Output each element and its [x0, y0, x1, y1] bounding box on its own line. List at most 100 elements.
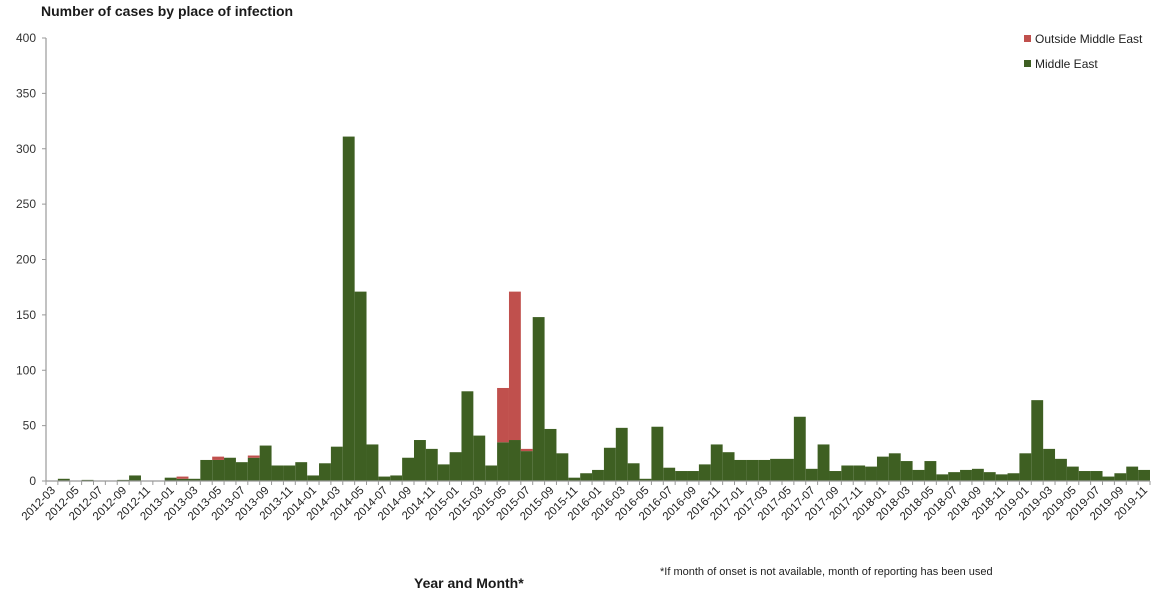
bar-middle-east — [259, 445, 272, 481]
x-axis-title: Year and Month* — [414, 575, 524, 591]
legend-swatch-outside — [1024, 35, 1031, 42]
bar-middle-east — [592, 469, 604, 481]
footnote: *If month of onset is not available, mon… — [660, 566, 993, 578]
bar-middle-east — [1007, 473, 1020, 481]
bar-middle-east — [746, 459, 759, 481]
bar-middle-east — [770, 458, 782, 481]
bar-middle-east — [793, 416, 806, 481]
y-tick-label: 400 — [16, 31, 36, 45]
bar-middle-east — [425, 448, 438, 481]
bar-middle-east — [224, 457, 236, 481]
bar-middle-east — [449, 452, 462, 481]
bar-outside-middle-east — [247, 455, 260, 458]
y-tick-label: 250 — [16, 197, 36, 211]
bar-middle-east — [57, 478, 70, 481]
bar-middle-east — [924, 461, 937, 481]
bar-middle-east — [983, 472, 996, 481]
bar-middle-east — [615, 427, 628, 481]
bar-middle-east — [200, 459, 213, 481]
bar-middle-east — [188, 478, 201, 481]
bar-outside-middle-east — [176, 476, 189, 479]
bar-middle-east — [568, 477, 581, 481]
legend-label: Outside Middle East — [1035, 31, 1143, 46]
bar-middle-east — [319, 463, 331, 481]
bar-middle-east — [378, 476, 391, 481]
bar-middle-east — [865, 466, 877, 481]
bar-middle-east — [912, 469, 925, 481]
y-tick-label: 50 — [23, 419, 37, 433]
bar-middle-east — [1114, 473, 1127, 481]
bar-middle-east — [853, 465, 866, 481]
bar-middle-east — [307, 475, 320, 481]
bar-middle-east — [817, 444, 830, 481]
bar-middle-east — [758, 459, 771, 481]
bar-middle-east — [485, 465, 498, 481]
bar-middle-east — [520, 451, 533, 481]
y-tick-label: 100 — [16, 363, 36, 377]
legend-item-middle-east: Middle East — [1024, 51, 1142, 76]
bar-middle-east — [176, 478, 189, 481]
bar-middle-east — [390, 475, 403, 481]
y-tick-label: 0 — [29, 474, 36, 488]
bar-middle-east — [295, 462, 308, 481]
y-tick-label: 150 — [16, 308, 36, 322]
bar-middle-east — [461, 391, 474, 481]
bar-middle-east — [164, 477, 177, 481]
bar-middle-east — [580, 473, 593, 481]
bar-middle-east — [639, 478, 652, 481]
bar-middle-east — [556, 453, 569, 481]
bar-outside-middle-east — [520, 448, 533, 452]
bar-middle-east — [936, 474, 949, 481]
bar-middle-east — [330, 446, 343, 481]
bar-middle-east — [841, 465, 854, 481]
bar-middle-east — [1055, 458, 1067, 481]
bar-middle-east — [663, 467, 676, 481]
legend-item-outside-middle-east: Outside Middle East — [1024, 26, 1142, 51]
bar-middle-east — [271, 465, 284, 481]
bar-middle-east — [687, 471, 699, 481]
bar-middle-east — [354, 291, 367, 481]
bar-middle-east — [544, 428, 557, 481]
bar-middle-east — [722, 452, 735, 481]
bar-middle-east — [960, 469, 972, 481]
bar-middle-east — [782, 458, 794, 481]
bar-middle-east — [1138, 469, 1150, 481]
bar-outside-middle-east — [497, 387, 509, 443]
bar-middle-east — [710, 444, 723, 481]
y-tick-label: 350 — [16, 86, 36, 100]
bar-middle-east — [1043, 448, 1056, 481]
bar-middle-east — [627, 463, 640, 481]
bar-middle-east — [508, 440, 521, 481]
bar-middle-east — [1066, 466, 1079, 481]
bar-middle-east — [888, 453, 901, 481]
bar-middle-east — [247, 457, 260, 481]
bar-middle-east — [995, 474, 1008, 481]
bar-middle-east — [1019, 453, 1032, 481]
bar-middle-east — [437, 464, 450, 481]
bar-middle-east — [342, 136, 355, 481]
bar-middle-east — [235, 462, 248, 481]
chart-legend: Outside Middle East Middle East — [1024, 26, 1142, 76]
y-tick-label: 300 — [16, 142, 36, 156]
legend-label: Middle East — [1035, 56, 1098, 71]
bar-middle-east — [473, 435, 486, 481]
bar-middle-east — [829, 471, 842, 481]
bar-middle-east — [876, 456, 889, 481]
bar-middle-east — [366, 444, 379, 481]
bar-middle-east — [497, 442, 509, 481]
legend-swatch-middle-east — [1024, 60, 1031, 67]
y-tick-label: 200 — [16, 253, 36, 267]
bar-outside-middle-east — [508, 291, 521, 441]
bar-middle-east — [1126, 466, 1139, 481]
bar-middle-east — [900, 461, 913, 481]
bar-middle-east — [698, 464, 711, 481]
bar-middle-east — [1078, 471, 1091, 481]
bar-middle-east — [948, 472, 961, 481]
bar-middle-east — [402, 457, 414, 481]
bar-middle-east — [129, 475, 141, 481]
bar-middle-east — [603, 447, 616, 481]
bar-middle-east — [1102, 476, 1115, 481]
bar-middle-east — [414, 440, 426, 481]
chart-title: Number of cases by place of infection — [41, 3, 294, 19]
